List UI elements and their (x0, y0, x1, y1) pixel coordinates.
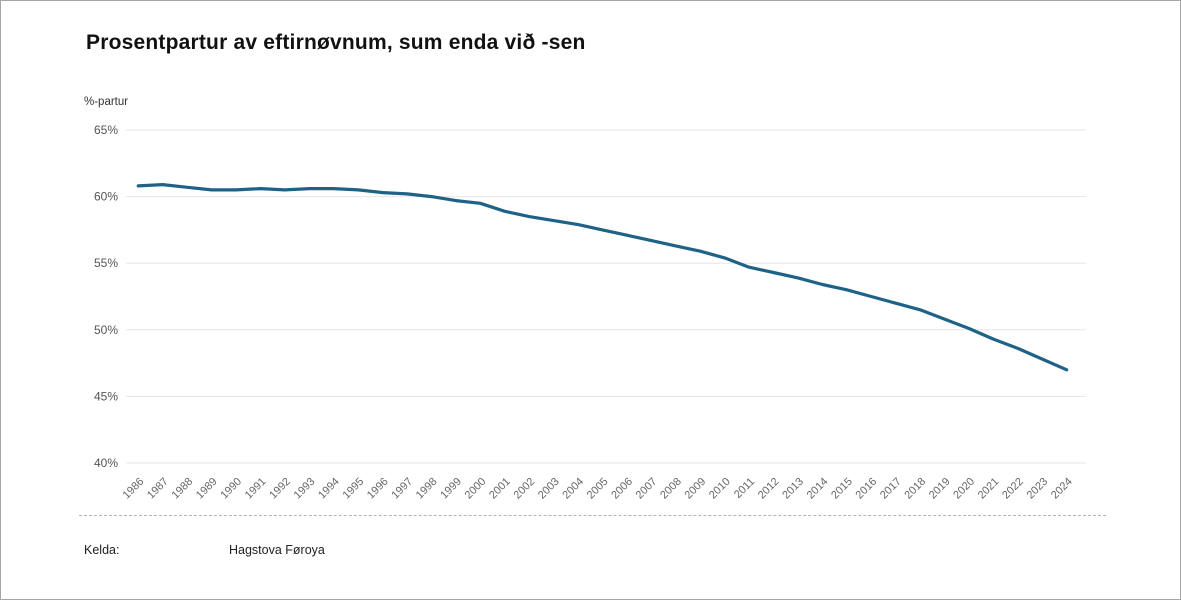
x-tick-label: 2013 (780, 476, 806, 502)
x-tick-label: 2022 (1000, 476, 1026, 502)
x-tick-label: 1998 (414, 476, 440, 502)
y-tick-label: 55% (94, 256, 118, 270)
x-tick-label: 1989 (194, 476, 220, 502)
x-tick-label: 1994 (316, 476, 342, 502)
x-tick-label: 2019 (927, 476, 953, 502)
x-tick-label: 1986 (121, 476, 147, 502)
x-tick-label: 1991 (243, 476, 269, 502)
data-line (136, 183, 1069, 372)
x-tick-label: 2010 (707, 476, 733, 502)
x-tick-label: 2021 (976, 476, 1002, 502)
x-tick-label: 2004 (560, 476, 586, 502)
x-tick-label: 2006 (609, 476, 635, 502)
x-tick-label: 2007 (634, 476, 660, 502)
x-tick-label: 2024 (1049, 476, 1075, 502)
y-axis-labels: 40% 45% 50% 55% 60% 65% (94, 123, 118, 470)
x-tick-label: 2012 (756, 476, 782, 502)
x-tick-label: 1987 (145, 476, 171, 502)
x-tick-label: 2018 (902, 476, 928, 502)
x-tick-label: 2020 (951, 476, 977, 502)
x-tick-label: 2017 (878, 476, 904, 502)
x-tick-label: 1999 (438, 476, 464, 502)
x-tick-label: 2008 (658, 476, 684, 502)
x-tick-label: 1996 (365, 476, 391, 502)
source-label: Kelda: (84, 543, 120, 557)
y-tick-label: 60% (94, 190, 118, 204)
y-tick-label: 45% (94, 389, 118, 403)
source-value: Hagstova Føroya (229, 543, 325, 557)
x-tick-label: 2000 (463, 476, 489, 502)
x-tick-label: 2011 (732, 476, 757, 501)
y-tick-label: 65% (94, 123, 118, 137)
x-tick-label: 1988 (169, 476, 195, 502)
x-tick-label: 2005 (585, 476, 611, 502)
x-tick-label: 2016 (854, 476, 880, 502)
x-tick-label: 1993 (292, 476, 318, 502)
x-tick-label: 1997 (389, 476, 415, 502)
x-tick-label: 2014 (805, 476, 831, 502)
x-tick-label: 2015 (829, 476, 855, 502)
gridlines (126, 129, 1086, 464)
x-tick-label: 1995 (341, 476, 367, 502)
x-axis-labels: 1986198719881989199019911992199319941995… (121, 476, 1075, 502)
x-tick-label: 2009 (683, 476, 709, 502)
chart-title: Prosentpartur av eftirnøvnum, sum enda v… (86, 31, 586, 54)
x-tick-label: 2001 (487, 476, 513, 502)
footer-divider (79, 515, 1106, 516)
y-tick-label: 50% (94, 323, 118, 337)
x-tick-label: 1992 (267, 476, 293, 502)
y-tick-label: 40% (94, 456, 118, 470)
y-axis-title: %-partur (84, 96, 129, 108)
x-tick-label: 1990 (218, 476, 244, 502)
x-tick-label: 2002 (512, 476, 538, 502)
x-tick-label: 2003 (536, 476, 562, 502)
x-tick-label: 2023 (1025, 476, 1051, 502)
